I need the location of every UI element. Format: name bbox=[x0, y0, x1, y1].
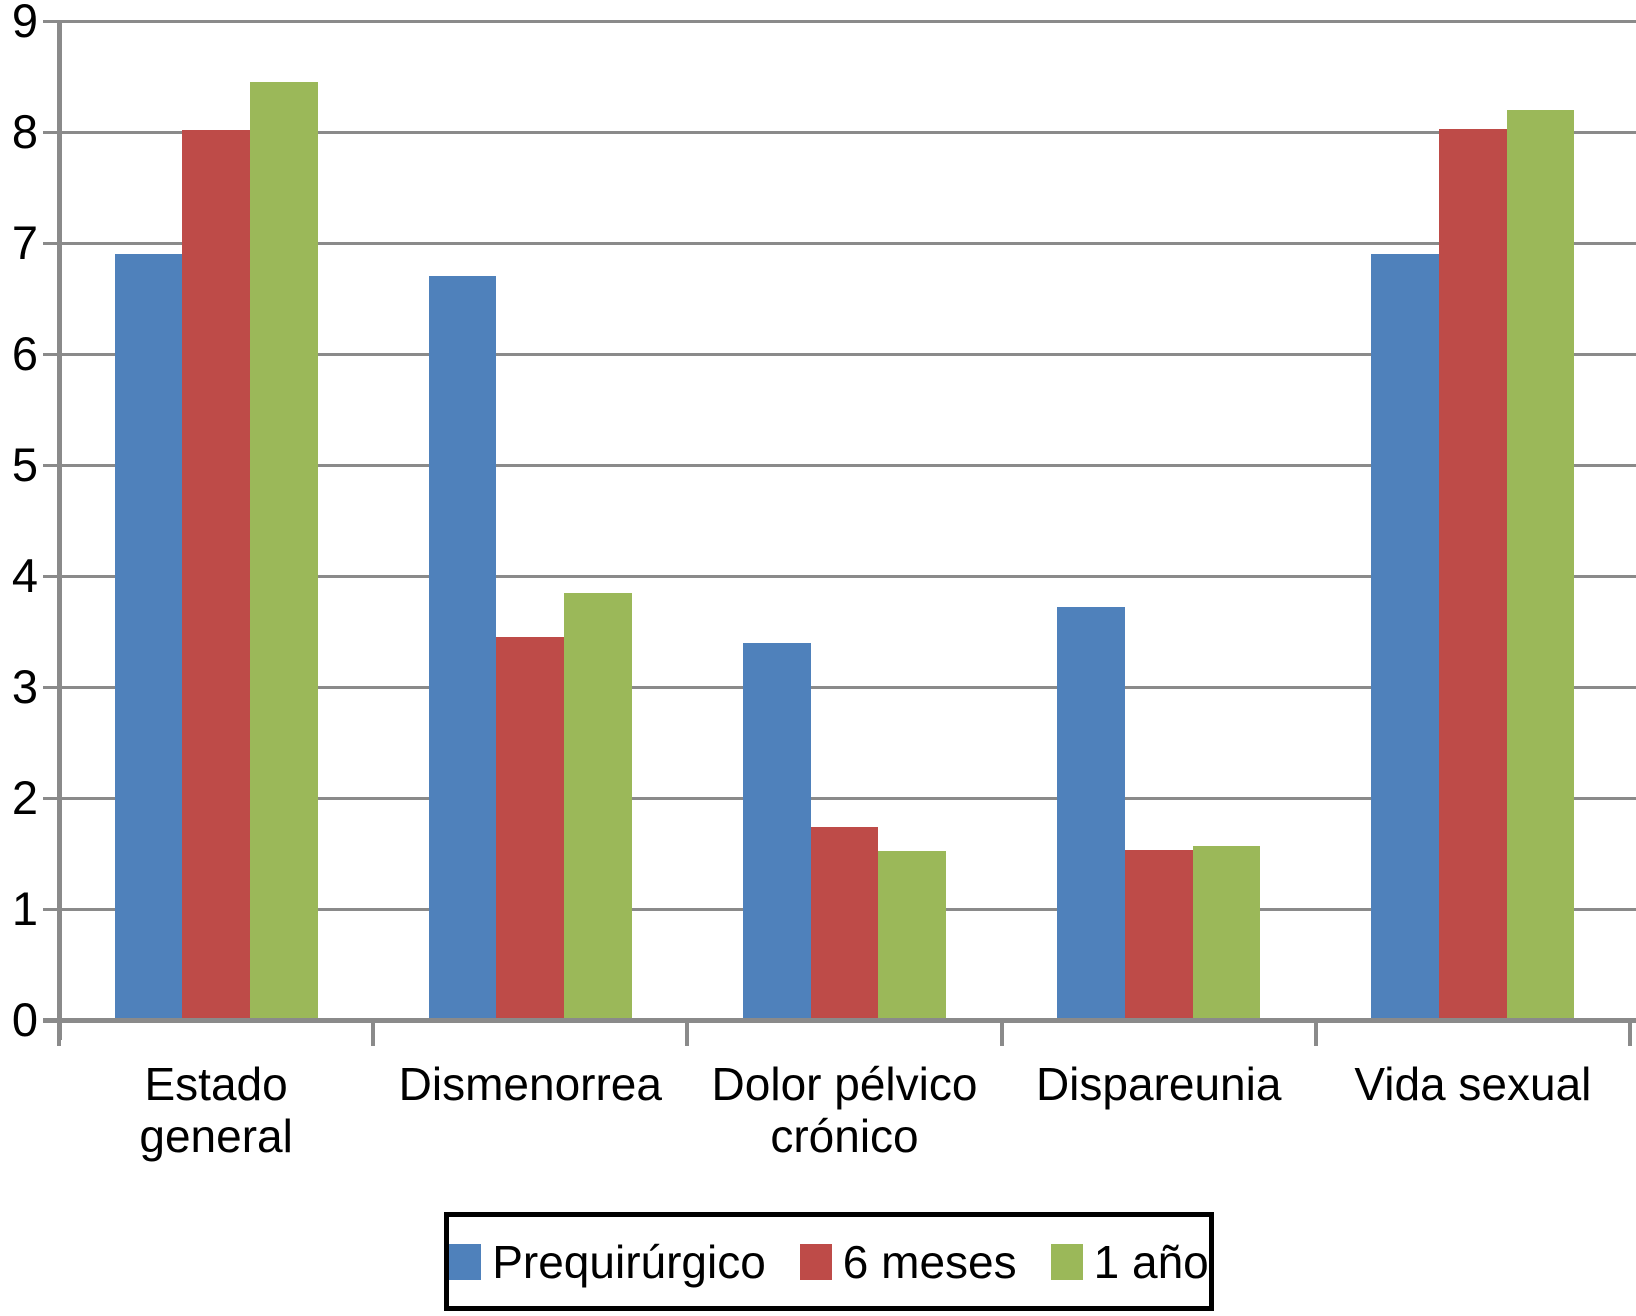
x-category-label: Estado general bbox=[139, 1058, 293, 1162]
bar bbox=[742, 642, 811, 1020]
legend-label: 1 año bbox=[1093, 1235, 1209, 1288]
bar bbox=[1371, 254, 1440, 1020]
x-category-label: Dispareunia bbox=[1035, 1058, 1282, 1110]
y-axis-line bbox=[56, 21, 62, 1040]
legend-label: 6 meses bbox=[842, 1235, 1017, 1288]
x-axis-line bbox=[43, 1017, 1636, 1023]
bar bbox=[1192, 845, 1261, 1020]
gridline bbox=[43, 685, 1636, 689]
x-axis-tick bbox=[1313, 1020, 1318, 1046]
y-tick-label: 1 bbox=[11, 882, 38, 935]
gridline bbox=[43, 19, 1636, 23]
bar bbox=[1439, 128, 1507, 1020]
y-tick-label: 7 bbox=[11, 216, 38, 269]
x-axis-tick bbox=[685, 1020, 690, 1046]
y-tick-label: 2 bbox=[11, 771, 38, 824]
bar bbox=[810, 826, 879, 1020]
bar bbox=[496, 637, 565, 1020]
gridline bbox=[43, 241, 1636, 245]
bar bbox=[1506, 109, 1575, 1020]
x-axis-tick bbox=[999, 1020, 1004, 1046]
bar bbox=[564, 592, 632, 1020]
y-tick-label: 0 bbox=[11, 993, 38, 1046]
y-tick-label: 6 bbox=[11, 327, 38, 380]
y-tick-label: 4 bbox=[11, 549, 38, 602]
gridline bbox=[43, 463, 1636, 467]
gridline bbox=[43, 574, 1636, 578]
gridline bbox=[43, 130, 1636, 134]
bar bbox=[428, 276, 497, 1020]
x-category-label: Dolor pélvico crónico bbox=[711, 1058, 978, 1162]
y-tick-label: 8 bbox=[11, 105, 38, 158]
bar bbox=[249, 82, 318, 1020]
bar bbox=[1057, 607, 1125, 1020]
x-category-label: Vida sexual bbox=[1354, 1058, 1592, 1110]
bar bbox=[114, 254, 183, 1020]
legend-label: Prequirúrgico bbox=[492, 1235, 766, 1288]
legend-swatch bbox=[449, 1243, 482, 1280]
legend-item: 6 meses bbox=[799, 1235, 1017, 1288]
y-tick-label: 9 bbox=[11, 0, 38, 47]
legend-swatch bbox=[799, 1243, 832, 1280]
bar bbox=[878, 851, 947, 1020]
gridline bbox=[43, 796, 1636, 800]
bar bbox=[182, 129, 250, 1020]
chart-legend: Prequirúrgico 6 meses 1 año bbox=[444, 1212, 1214, 1311]
gridline bbox=[43, 352, 1636, 356]
legend-swatch bbox=[1050, 1243, 1083, 1280]
legend-item: 1 año bbox=[1050, 1235, 1209, 1288]
y-tick-label: 3 bbox=[11, 660, 38, 713]
legend-item: Prequirúrgico bbox=[449, 1239, 766, 1285]
x-axis-tick bbox=[371, 1020, 376, 1046]
x-category-label: Dismenorrea bbox=[398, 1058, 662, 1110]
bar bbox=[1124, 850, 1193, 1020]
x-axis-tick bbox=[1628, 1020, 1632, 1046]
x-axis-tick bbox=[57, 1020, 61, 1046]
y-tick-label: 5 bbox=[11, 438, 38, 491]
